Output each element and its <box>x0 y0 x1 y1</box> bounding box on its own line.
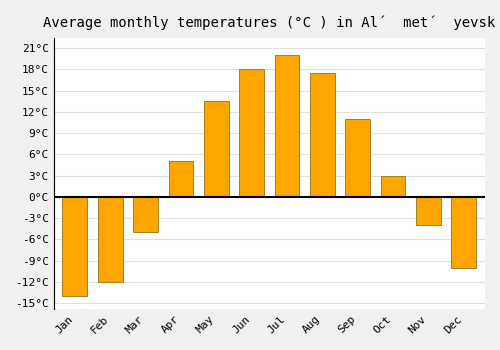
Bar <box>346 119 370 197</box>
Bar <box>452 197 476 268</box>
Bar <box>416 197 441 225</box>
Bar <box>310 73 334 197</box>
Bar <box>239 69 264 197</box>
Title: Average monthly temperatures (°C ) in Aĺ  met́  yevsk: Average monthly temperatures (°C ) in Al… <box>43 15 496 29</box>
Bar <box>380 176 406 197</box>
Bar <box>133 197 158 232</box>
Bar <box>204 101 229 197</box>
Bar <box>168 161 194 197</box>
Bar <box>98 197 122 282</box>
Bar <box>62 197 87 296</box>
Bar <box>274 55 299 197</box>
